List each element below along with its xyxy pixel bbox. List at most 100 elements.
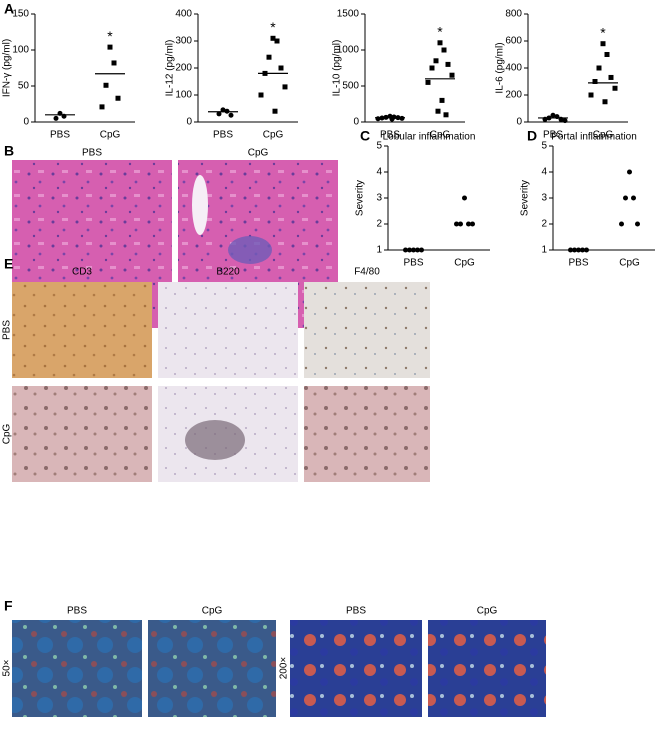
x-tick-label: PBS — [568, 258, 588, 269]
data-point — [449, 72, 455, 78]
y-tick-label: 0 — [516, 117, 522, 128]
y-tick-label: 5 — [376, 141, 382, 152]
data-point — [425, 79, 431, 85]
micrographs — [12, 160, 546, 717]
panel-letter: E — [4, 256, 13, 272]
data-point — [608, 74, 614, 80]
annotation: * — [270, 19, 276, 35]
micrograph — [12, 386, 152, 482]
data-point — [266, 54, 272, 60]
data-point — [111, 60, 117, 66]
data-point — [429, 65, 435, 71]
y-tick-label: 50 — [18, 81, 30, 92]
y-tick-label: 1000 — [337, 45, 360, 56]
y-tick-label: 200 — [505, 90, 522, 101]
y-tick-label: 2 — [541, 219, 547, 230]
axis — [387, 146, 490, 251]
y-tick-label: 2 — [376, 219, 382, 230]
data-point — [445, 61, 451, 67]
data-point — [399, 115, 405, 121]
annotation: * — [107, 28, 113, 44]
x-tick-label: CpG — [100, 130, 121, 141]
data-point — [441, 47, 447, 53]
data-point — [411, 247, 416, 253]
micrograph — [12, 282, 152, 378]
y-tick-label: 3 — [541, 193, 547, 204]
data-point — [433, 58, 439, 64]
y-tick-label: 3 — [376, 193, 382, 204]
annotation: * — [600, 24, 606, 40]
image-label: PBS — [67, 606, 87, 617]
data-point — [228, 112, 234, 118]
column-label: B220 — [216, 267, 240, 278]
data-point — [274, 38, 280, 44]
data-point — [576, 247, 581, 253]
infiltrate — [185, 420, 245, 460]
x-tick-label: CpG — [263, 130, 284, 141]
column-label: CD3 — [72, 267, 92, 278]
data-point — [458, 221, 463, 227]
data-point — [415, 247, 420, 253]
x-tick-label: PBS — [213, 130, 233, 141]
data-point — [220, 107, 226, 113]
panel-letter: C — [360, 128, 370, 144]
axis — [34, 14, 135, 123]
y-tick-label: 400 — [505, 63, 522, 74]
data-point — [619, 221, 624, 227]
micrograph — [148, 620, 276, 717]
y-tick-label: 100 — [175, 90, 192, 101]
row-label: CpG — [2, 423, 13, 444]
y-tick-label: 500 — [342, 81, 359, 92]
data-point — [278, 65, 284, 71]
image-label: CpG — [477, 606, 498, 617]
data-point — [580, 247, 585, 253]
y-axis-label: IFN-γ (pg/ml) — [2, 39, 13, 97]
y-axis-label: Severity — [520, 180, 531, 216]
axis — [364, 14, 465, 123]
data-point — [403, 247, 408, 253]
x-tick-label: PBS — [403, 258, 423, 269]
y-tick-label: 150 — [12, 9, 29, 20]
y-tick-label: 600 — [505, 36, 522, 47]
data-point — [462, 195, 467, 201]
image-label: CpG — [202, 606, 223, 617]
y-tick-label: 0 — [186, 117, 192, 128]
data-point — [99, 104, 105, 110]
data-point — [282, 84, 288, 90]
magnification: 200× — [279, 657, 290, 680]
panel-letter: A — [4, 1, 14, 17]
data-point — [635, 221, 640, 227]
y-tick-label: 400 — [175, 9, 192, 20]
y-tick-label: 800 — [505, 9, 522, 20]
magnification: 50× — [2, 659, 13, 676]
y-axis-label: Severity — [355, 180, 366, 216]
data-point — [592, 79, 598, 84]
micrograph — [158, 282, 298, 378]
data-point — [375, 116, 381, 122]
row-label: PBS — [2, 320, 13, 340]
image-label: PBS — [82, 148, 102, 159]
chart-title: Lobular inflammation — [383, 132, 476, 143]
y-tick-label: 0 — [23, 117, 29, 128]
infiltrate — [228, 236, 272, 264]
axis — [527, 14, 628, 123]
data-point — [623, 195, 628, 201]
x-tick-label: CpG — [454, 258, 475, 269]
x-tick-label: PBS — [543, 130, 563, 141]
data-point — [419, 247, 424, 253]
data-point — [439, 97, 445, 103]
column-label: F4/80 — [354, 267, 380, 278]
micrograph — [304, 386, 430, 482]
panel-letter: F — [4, 598, 13, 614]
data-point — [443, 112, 449, 118]
data-point — [407, 247, 412, 253]
y-axis-label: IL-10 (pg/ml) — [332, 40, 343, 97]
x-tick-label: CpG — [430, 130, 451, 141]
data-point — [470, 221, 475, 227]
data-point — [53, 115, 59, 121]
y-tick-label: 200 — [175, 63, 192, 74]
chart-title: Portal inflammation — [551, 132, 637, 143]
y-axis-label: IL-6 (pg/ml) — [495, 42, 506, 93]
data-point — [572, 247, 577, 253]
